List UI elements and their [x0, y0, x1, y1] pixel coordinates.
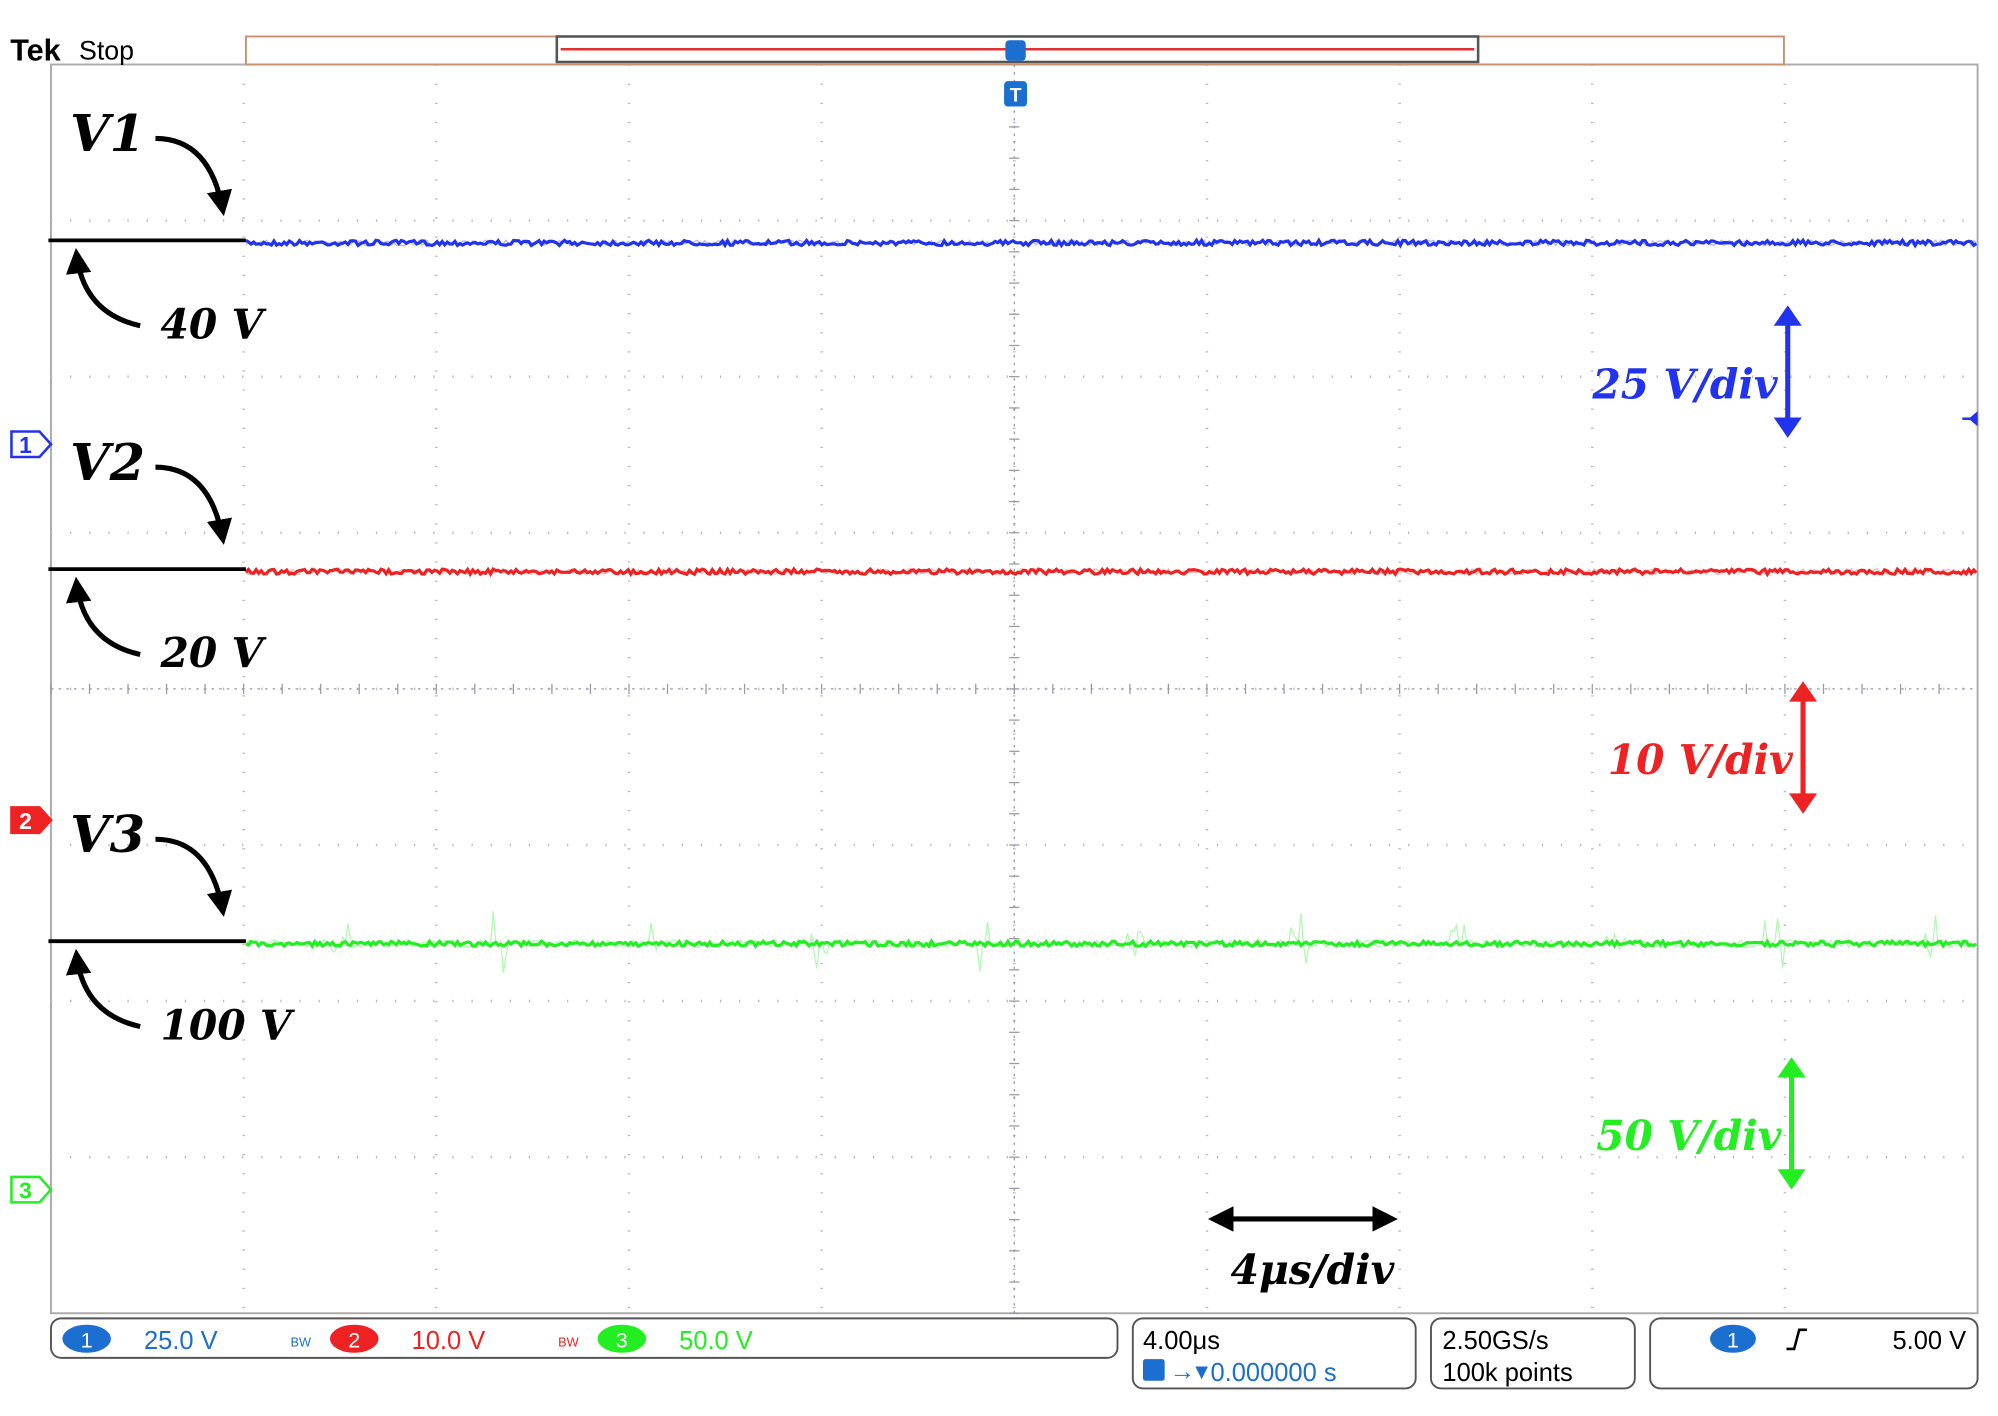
trace-label: V2	[70, 433, 145, 493]
trigger-pos-arrow: →▾	[1170, 1358, 1208, 1386]
trace-scale: 25 V/div	[1591, 360, 1778, 408]
channel-marker	[10, 430, 53, 459]
channel-panel	[50, 1317, 1119, 1359]
channel-number: 3	[616, 1328, 628, 1353]
label-arrow	[155, 135, 233, 217]
trace-level: 40 V	[161, 300, 268, 348]
status-bar: 4.00μs →▾ 0.000000 s 2.50GS/s 100k point…	[50, 1317, 1979, 1390]
channel-badge	[597, 1324, 647, 1353]
time-scale: 4μs/div	[1231, 1246, 1396, 1294]
timebase: 4.00μs	[1143, 1327, 1220, 1355]
scale-arrowhead	[1777, 1057, 1806, 1078]
channel-marker	[10, 1175, 53, 1204]
channel-marker-label: 1	[19, 432, 32, 458]
bw-limit-icon: BW	[291, 1334, 312, 1349]
channel-badge	[62, 1324, 111, 1353]
trace-label: V1	[70, 104, 145, 164]
trace-level: 100 V	[161, 1001, 296, 1049]
trigger-marker-box	[1004, 81, 1028, 107]
level-arrow	[65, 576, 141, 657]
channel-marker	[10, 806, 53, 835]
timebase-panel	[1131, 1317, 1417, 1390]
background	[0, 4, 1998, 1412]
trace-scale: 50 V/div	[1596, 1112, 1782, 1160]
brand: Tek	[10, 34, 61, 68]
trigger-marker-small	[1005, 40, 1026, 61]
record-length: 100k points	[1442, 1359, 1572, 1387]
bw-limit-icon: BW	[558, 1334, 579, 1349]
trace-scale: 10 V/div	[1608, 736, 1794, 784]
trigger-slope	[1786, 1328, 1807, 1351]
scale-arrowhead	[1773, 417, 1802, 438]
waveform	[245, 938, 1978, 950]
scale-arrowhead	[1777, 1169, 1806, 1190]
channel-number: 2	[348, 1328, 360, 1353]
trigger-pos-icon	[1142, 1359, 1165, 1381]
scale-arrowhead	[1789, 793, 1818, 814]
level-arrow	[65, 248, 141, 329]
trace-level: 20 V	[160, 629, 268, 677]
channel-number: 1	[81, 1328, 93, 1353]
channel-setting: 10.0 V	[412, 1327, 486, 1355]
sample-rate: 2.50GS/s	[1442, 1327, 1548, 1355]
label-arrow	[155, 836, 233, 917]
trigger-position: 0.000000 s	[1211, 1359, 1337, 1387]
scale-arrowhead	[1789, 681, 1818, 702]
trigger-channel-badge	[1710, 1324, 1756, 1353]
acq-status: Stop	[79, 35, 134, 65]
traces: V1 40 V 25 V/div 1 V2 20 V 10 V/div 2 V3 100 V 50 …	[10, 104, 1978, 1204]
trace-label: V3	[70, 805, 145, 865]
channel-marker-label: 2	[19, 808, 32, 834]
trigger-level: 5.00 V	[1893, 1327, 1967, 1355]
channel-marker-label: 3	[19, 1178, 32, 1204]
channel-badge	[330, 1324, 379, 1353]
record-window	[555, 35, 1480, 64]
waveform	[244, 566, 1978, 578]
label-arrow	[155, 464, 233, 545]
channel-setting: 25.0 V	[144, 1327, 218, 1355]
trigger-channel: 1	[1727, 1328, 1739, 1353]
level-arrow	[65, 948, 141, 1030]
trigger-marker: T	[1010, 85, 1022, 106]
channel-setting: 50.0 V	[679, 1327, 753, 1355]
waveform	[245, 237, 1978, 249]
scale-arrowhead	[1773, 305, 1802, 326]
acq-panel	[1430, 1317, 1636, 1390]
